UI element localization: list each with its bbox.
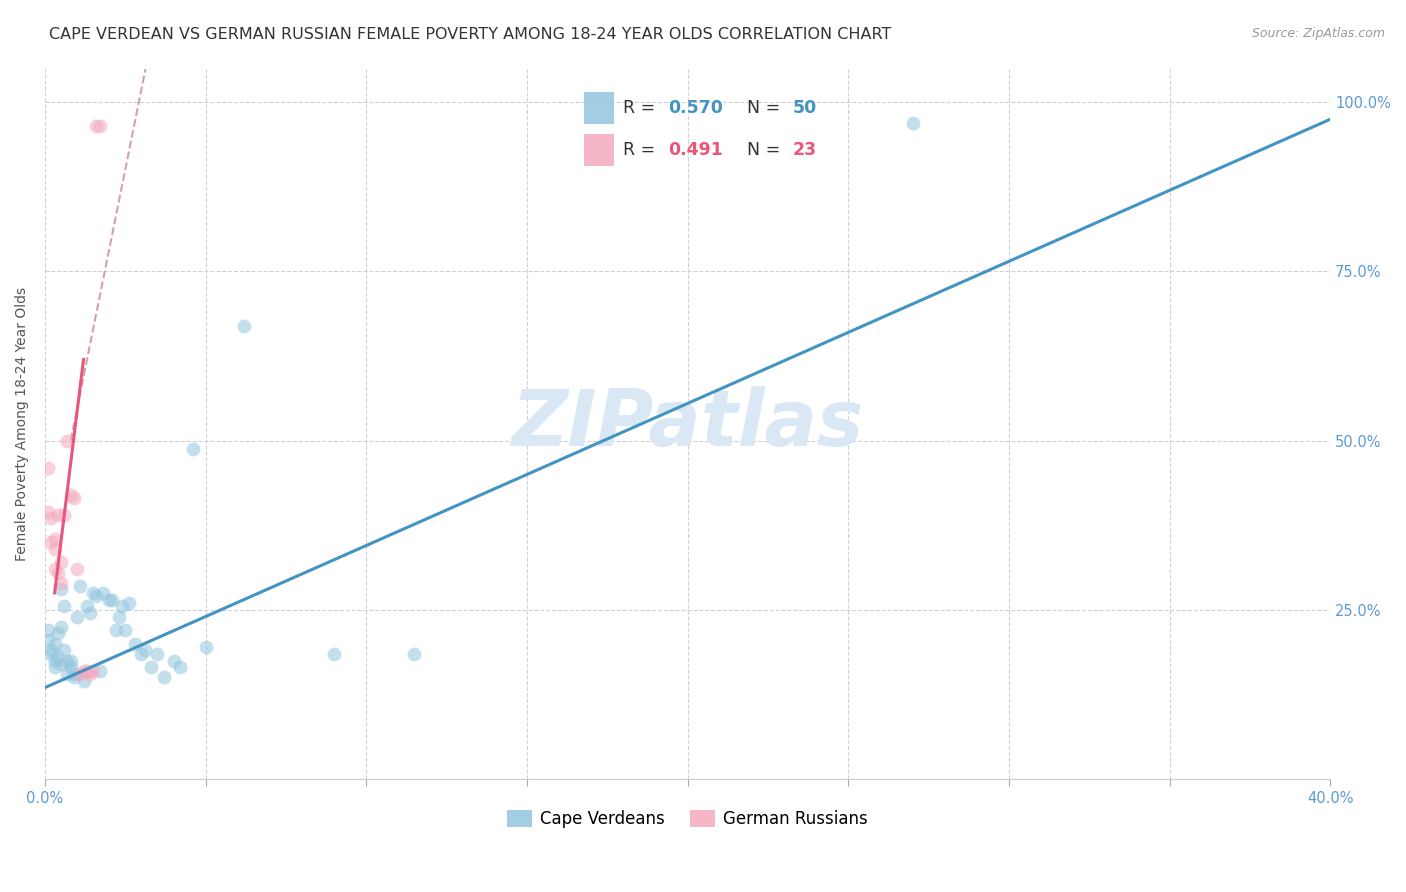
Point [169,660,191,674]
Point [124,637,146,651]
Point [181,442,204,456]
Point [44,562,66,576]
Point [63,670,86,684]
Point [404,647,426,661]
Point [49,620,72,634]
Point [79,667,101,681]
Legend: Cape Verdeans, German Russians: Cape Verdeans, German Russians [501,803,875,835]
Point [44,653,66,667]
Point [59,660,82,674]
Point [323,647,346,661]
Point [194,640,217,654]
Point [134,643,156,657]
Point [49,556,72,570]
Point [69,579,91,593]
Point [46,626,69,640]
Point [89,664,111,678]
Point [44,637,66,651]
Point [66,609,89,624]
Text: CAPE VERDEAN VS GERMAN RUSSIAN FEMALE POVERTY AMONG 18-24 YEAR OLDS CORRELATION : CAPE VERDEAN VS GERMAN RUSSIAN FEMALE PO… [49,27,891,42]
Point [69,667,91,681]
Point [63,667,86,681]
Point [53,599,76,614]
Y-axis label: Female Poverty Among 18-24 Year Olds: Female Poverty Among 18-24 Year Olds [15,286,30,561]
Point [44,660,66,674]
Point [82,664,104,678]
Point [162,653,184,667]
Point [56,667,79,681]
Point [86,589,108,603]
Point [44,541,66,556]
Point [139,660,162,674]
Point [46,650,69,665]
Point [49,575,72,590]
Point [91,586,114,600]
Point [146,647,169,661]
Point [901,115,924,129]
Point [101,592,124,607]
Point [37,633,59,648]
Point [72,664,94,678]
Text: Source: ZipAtlas.com: Source: ZipAtlas.com [1251,27,1385,40]
Point [53,508,76,522]
Point [41,511,63,525]
Point [37,623,59,637]
Point [98,592,121,607]
Point [44,532,66,546]
Point [153,670,176,684]
Point [104,623,127,637]
Point [56,434,79,448]
Point [66,562,89,576]
Point [63,491,86,505]
Text: ZIPatlas: ZIPatlas [512,385,863,462]
Point [108,609,131,624]
Point [89,119,111,133]
Point [117,596,139,610]
Point [111,599,134,614]
Point [59,488,82,502]
Point [37,460,59,475]
Point [131,647,153,661]
Point [41,643,63,657]
Point [82,586,104,600]
Point [41,535,63,549]
Point [76,664,98,678]
Point [53,643,76,657]
Point [114,623,136,637]
Point [37,505,59,519]
Point [56,653,79,667]
Point [59,653,82,667]
Point [49,657,72,671]
Point [41,647,63,661]
Point [49,582,72,597]
Point [233,318,256,333]
Point [86,119,108,133]
Point [72,673,94,688]
Point [76,599,98,614]
Point [79,606,101,620]
Point [46,566,69,580]
Point [46,508,69,522]
